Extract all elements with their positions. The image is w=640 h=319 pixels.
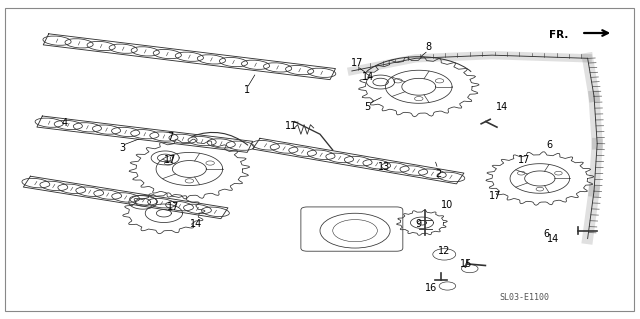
Text: 14: 14 <box>189 219 202 229</box>
Text: 17: 17 <box>164 154 177 165</box>
Text: 15: 15 <box>460 259 473 269</box>
Text: 1: 1 <box>244 85 250 95</box>
Text: 17: 17 <box>167 202 180 212</box>
Text: 17: 17 <box>489 191 501 201</box>
Text: SL03-E1100: SL03-E1100 <box>499 293 549 301</box>
Text: 4: 4 <box>62 118 68 128</box>
Text: 17: 17 <box>518 154 530 165</box>
Text: 17: 17 <box>351 58 363 68</box>
Text: 5: 5 <box>365 102 371 112</box>
Text: 10: 10 <box>442 200 454 210</box>
Text: 9: 9 <box>416 219 422 229</box>
Text: 14: 14 <box>495 102 508 112</box>
Text: 3: 3 <box>120 144 125 153</box>
Text: 12: 12 <box>438 246 451 256</box>
Text: 14: 14 <box>362 72 374 82</box>
Text: 14: 14 <box>547 234 559 243</box>
Text: 7: 7 <box>167 132 173 142</box>
Text: 2: 2 <box>435 169 441 179</box>
Text: 8: 8 <box>425 42 431 52</box>
Text: 11: 11 <box>285 121 298 131</box>
Text: 6: 6 <box>547 140 552 150</box>
Text: 13: 13 <box>378 162 390 172</box>
Text: 6: 6 <box>543 229 549 239</box>
Text: 16: 16 <box>426 283 438 293</box>
Text: FR.: FR. <box>549 30 568 40</box>
